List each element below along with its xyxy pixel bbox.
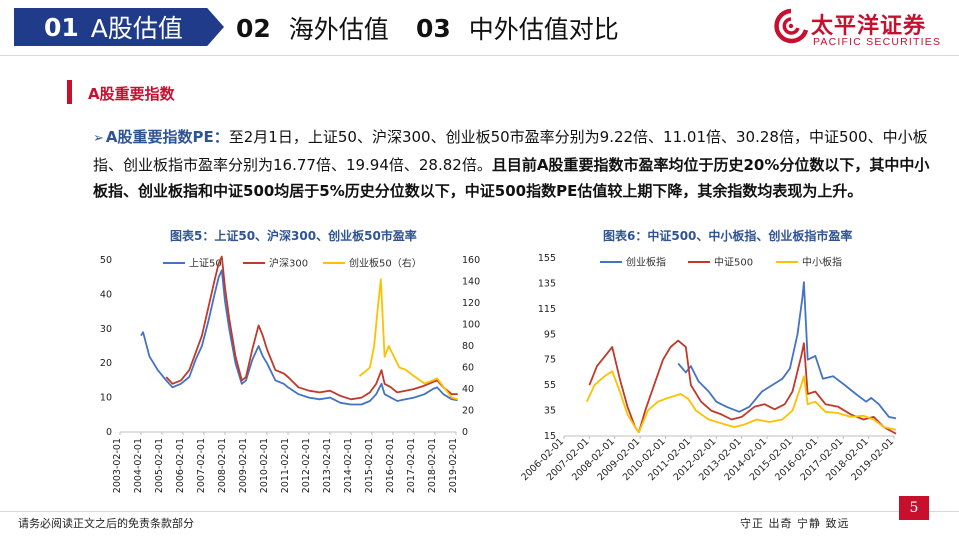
- tab-label: 海外估值: [288, 15, 389, 44]
- series-line: [165, 255, 458, 401]
- y-tick-label: 0: [106, 427, 112, 438]
- x-tick-label: 2010-02-01: [259, 438, 270, 493]
- y-right-tick-label: 60: [462, 363, 474, 374]
- x-tick-label: 2011-02-01: [280, 438, 291, 493]
- tab-number: 01: [44, 12, 79, 42]
- y-right-tick-label: 120: [462, 298, 480, 309]
- bullet-arrow-icon: ➢: [93, 131, 104, 146]
- company-logo: 太平洋证券 PACIFIC SECURITIES: [773, 6, 953, 54]
- series-line: [140, 269, 458, 406]
- legend-label: 中证500: [714, 256, 753, 269]
- section-marker: [67, 80, 72, 104]
- legend-label: 创业板50（右）: [349, 257, 422, 270]
- y-right-tick-label: 80: [462, 341, 474, 352]
- y-right-tick-label: 140: [462, 277, 480, 288]
- y-right-tick-label: 20: [462, 406, 474, 417]
- series-line: [585, 370, 897, 434]
- legend-label: 中小板指: [802, 256, 842, 269]
- tab-a-share-valuation[interactable]: 01 A股估值: [14, 8, 224, 46]
- logo-chinese-name: 太平洋证券: [811, 14, 927, 39]
- footer-divider: [0, 511, 959, 512]
- section-title: A股重要指数: [88, 85, 175, 103]
- tab-number: 03: [416, 13, 451, 43]
- logo-english-name: PACIFIC SECURITIES: [813, 36, 942, 48]
- tab-label: A股估值: [90, 14, 183, 43]
- tab-number: 02: [236, 13, 271, 43]
- x-tick-label: 2013-02-01: [322, 438, 333, 493]
- y-tick-label: 35: [544, 406, 556, 417]
- x-tick-label: 2017-02-01: [406, 438, 417, 493]
- chart5-title: 图表5：上证50、沪深300、创业板50市盈率: [170, 229, 417, 243]
- y-tick-label: 75: [544, 355, 556, 366]
- y-tick-label: 50: [100, 255, 112, 266]
- y-tick-label: 55: [544, 380, 556, 391]
- tab-valuation-comparison[interactable]: 03 中外估值对比: [416, 10, 619, 46]
- legend-label: 上证50: [189, 258, 222, 270]
- paragraph-emphasis: 且目前A股重要指数市盈率均位于历史20%分位数以下，其中中小板指、创业板指和中证…: [93, 156, 930, 200]
- y-right-tick-label: 40: [462, 384, 474, 395]
- chart6: 15 35 55 75 95 115 135 155 2006-02-01 2007-02-01 2…: [520, 246, 910, 486]
- x-tick-label: 2006-02-01: [175, 438, 186, 493]
- y-tick-label: 115: [538, 304, 556, 315]
- series-line: [677, 281, 897, 420]
- chart6-title: 图表6：中证500、中小板指、创业板指市盈率: [603, 229, 853, 243]
- x-tick-label: 2019-02-01: [448, 438, 459, 493]
- y-tick-label: 155: [538, 253, 556, 264]
- x-tick-label: 2016-02-01: [385, 438, 396, 493]
- x-tick-label: 2009-02-01: [238, 438, 249, 493]
- x-tick-label: 2007-02-01: [196, 438, 207, 493]
- x-tick-label: 2015-02-01: [364, 438, 375, 493]
- tab-label: 中外估值对比: [468, 15, 619, 44]
- series-line: [588, 339, 897, 435]
- x-tick-label: 2008-02-01: [217, 438, 228, 493]
- y-tick-label: 10: [100, 393, 112, 404]
- header-divider: [0, 55, 959, 56]
- y-tick-label: 15: [544, 431, 556, 442]
- y-tick-label: 20: [100, 358, 112, 369]
- logo-mark-icon: [774, 8, 809, 44]
- legend-label: 沪深300: [269, 257, 308, 270]
- y-right-tick-label: 160: [462, 255, 480, 266]
- y-tick-label: 40: [100, 289, 112, 300]
- chart5-svg: 0 10 20 30 40 50 0 20 40 60 80 100 120 140 160 2003-02-…: [100, 255, 480, 493]
- tab-overseas-valuation[interactable]: 02 海外估值: [236, 10, 389, 46]
- bullet-paragraph: ➢ A股重要指数PE：至2月1日，上证50、沪深300、创业板50市盈率分别为9.…: [93, 124, 933, 204]
- x-tick-label: 2012-02-01: [301, 438, 312, 493]
- y-right-tick-label: 0: [462, 427, 468, 438]
- page-number: 5: [899, 496, 929, 520]
- footer-disclaimer: 请务必阅读正文之后的免责条款部分: [18, 517, 194, 530]
- legend-label: 创业板指: [626, 256, 666, 269]
- y-tick-label: 30: [100, 324, 112, 335]
- paragraph-body: 至2月1日，上证50、沪深300、创业板50市盈率分别为9.22倍、11.01倍…: [93, 128, 928, 174]
- x-tick-label: 2018-02-01: [427, 438, 438, 493]
- x-tick-label: 2005-02-01: [154, 438, 165, 493]
- chart6-svg: 15355575951151351552006-02-012007-02-012…: [520, 253, 897, 483]
- y-right-tick-label: 100: [462, 320, 480, 331]
- x-tick-label: 2003-02-01: [112, 438, 123, 493]
- series-line: [358, 278, 458, 401]
- y-tick-label: 135: [538, 278, 556, 289]
- x-tick-label: 2004-02-01: [133, 438, 144, 493]
- y-tick-label: 95: [544, 329, 556, 340]
- chart5: 0 10 20 30 40 50 0 20 40 60 80 100 120 140 160 2003-02-…: [80, 246, 500, 516]
- x-tick-label: 2014-02-01: [343, 438, 354, 493]
- footer-motto: 守正 出奇 宁静 致远: [740, 517, 850, 530]
- paragraph-lead: A股重要指数PE：: [105, 128, 229, 146]
